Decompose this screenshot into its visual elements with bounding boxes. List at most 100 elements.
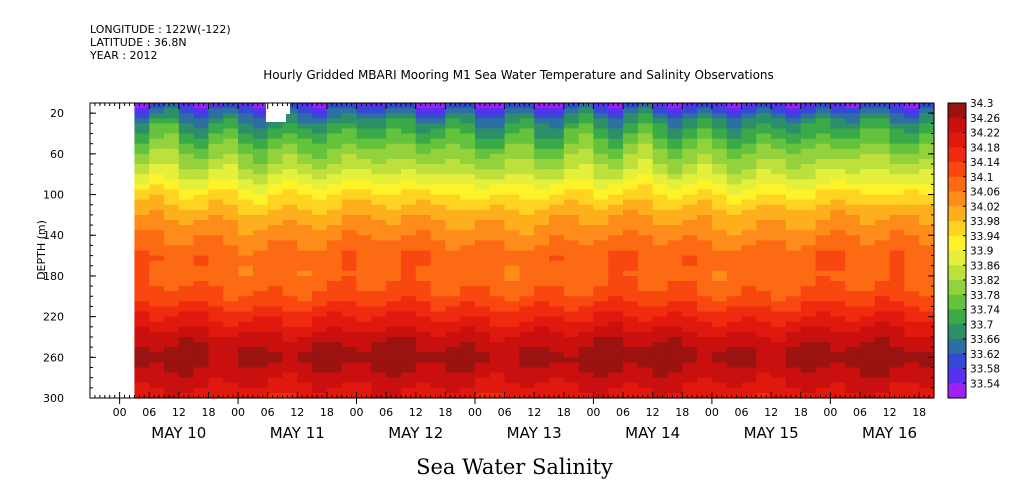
heatmap-cell [223, 316, 239, 323]
heatmap-cell [563, 336, 580, 343]
heatmap-cell [297, 382, 313, 389]
heatmap-cell [474, 199, 491, 206]
heatmap-cell [371, 174, 387, 180]
heatmap-cell [534, 291, 550, 297]
heatmap-cell [874, 377, 891, 384]
heatmap-cell [563, 296, 580, 302]
heatmap-cell [623, 270, 639, 277]
heatmap-cell [474, 362, 491, 369]
heatmap-cell [593, 311, 609, 318]
heatmap-cell [682, 392, 698, 399]
heatmap-cell [149, 316, 165, 323]
heatmap-cell [445, 174, 461, 180]
heatmap-cell [238, 342, 254, 348]
heatmap-cell [341, 392, 358, 399]
heatmap-cell [667, 265, 683, 272]
heatmap-cell [149, 148, 165, 155]
heatmap-cell [326, 331, 343, 338]
heatmap-cell [919, 377, 935, 384]
heatmap-cell [282, 219, 298, 226]
colorbar-label: 33.54 [970, 378, 1000, 390]
heatmap-cell [919, 133, 935, 140]
heatmap-cell [474, 275, 491, 282]
heatmap-cell [252, 336, 269, 343]
heatmap-cell [282, 103, 298, 109]
heatmap-cell [741, 179, 757, 185]
heatmap-cell [415, 138, 432, 145]
heatmap-cell [504, 301, 521, 308]
heatmap-cell [223, 245, 239, 252]
heatmap-cell [460, 357, 476, 363]
heatmap-cell [356, 316, 372, 323]
heatmap-cell [326, 392, 343, 399]
heatmap-cell [874, 311, 891, 318]
heatmap-cell [741, 158, 757, 165]
heatmap-cell [149, 367, 165, 374]
heatmap-cell [549, 387, 565, 394]
heatmap-cell [771, 326, 787, 333]
heatmap-cell [252, 296, 269, 302]
heatmap-cell [178, 265, 195, 272]
heatmap-cell [282, 118, 298, 124]
heatmap-cell [178, 108, 195, 114]
heatmap-cell [371, 194, 387, 201]
heatmap-cell [415, 108, 432, 114]
heatmap-cell [460, 311, 476, 318]
heatmap-cell [578, 387, 595, 394]
heatmap-cell [549, 301, 565, 308]
heatmap-cell [460, 169, 476, 175]
heatmap-cell [697, 342, 713, 348]
heatmap-cell [682, 301, 698, 308]
heatmap-cell [859, 194, 876, 201]
heatmap-cell [474, 225, 491, 231]
heatmap-cell [830, 108, 846, 114]
heatmap-cell [267, 204, 284, 211]
heatmap-cell [238, 133, 254, 140]
heatmap-cell [741, 255, 757, 262]
heatmap-cell [356, 392, 372, 399]
heatmap-cell [608, 331, 624, 338]
heatmap-cell [504, 255, 521, 262]
heatmap-cell [371, 118, 387, 124]
heatmap-cell [386, 275, 402, 282]
heatmap-cell [297, 250, 313, 257]
heatmap-cell [400, 301, 417, 308]
heatmap-cell [549, 103, 565, 109]
heatmap-cell [223, 148, 239, 155]
heatmap-cell [341, 265, 358, 272]
heatmap-cell [652, 311, 669, 318]
heatmap-cell [460, 316, 476, 323]
heatmap-cell [563, 133, 580, 140]
heatmap-cell [623, 342, 639, 348]
heatmap-cell [859, 382, 876, 389]
heatmap-cell [371, 133, 387, 140]
heatmap-cell [652, 291, 669, 297]
heatmap-cell [178, 336, 195, 343]
heatmap-cell [711, 230, 728, 236]
heatmap-cell [800, 179, 817, 185]
heatmap-cell [371, 214, 387, 221]
heatmap-cell [193, 377, 210, 384]
heatmap-cell [386, 153, 402, 160]
heatmap-cell [371, 265, 387, 272]
heatmap-cell [830, 296, 846, 302]
heatmap-cell [711, 336, 728, 343]
heatmap-cell [386, 286, 402, 292]
heatmap-cell [178, 296, 195, 302]
heatmap-cell [785, 225, 802, 231]
heatmap-cell [697, 392, 713, 399]
heatmap-cell [623, 240, 639, 247]
heatmap-cell [371, 260, 387, 267]
heatmap-cell [741, 245, 757, 252]
heatmap-cell [534, 169, 550, 175]
heatmap-cell [519, 286, 535, 292]
heatmap-cell [208, 128, 224, 135]
heatmap-cell [223, 189, 239, 196]
heatmap-cell [711, 240, 728, 247]
heatmap-cell [326, 382, 343, 389]
heatmap-cell [815, 209, 831, 216]
heatmap-cell [845, 123, 861, 130]
heatmap-cell [445, 326, 461, 333]
heatmap-cell [519, 230, 535, 236]
heatmap-cell [193, 230, 210, 236]
